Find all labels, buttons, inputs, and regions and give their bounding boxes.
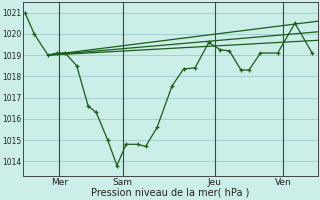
X-axis label: Pression niveau de la mer( hPa ): Pression niveau de la mer( hPa ) bbox=[91, 188, 250, 198]
